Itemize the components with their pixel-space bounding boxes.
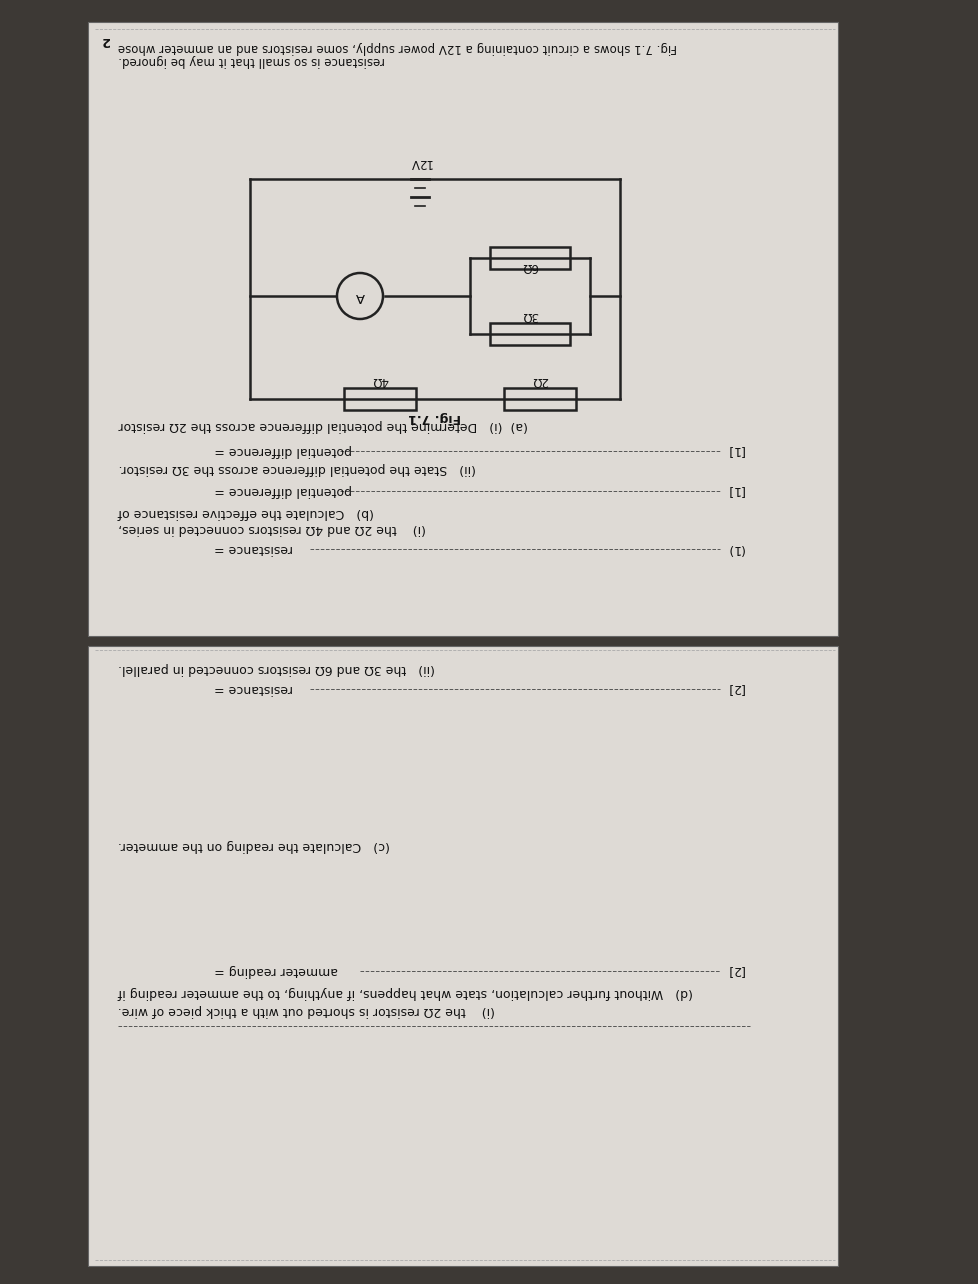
Text: Fig. 7.1: Fig. 7.1 [408,411,461,424]
Text: [2]: [2] [726,682,743,695]
FancyBboxPatch shape [343,388,416,410]
Text: 4Ω: 4Ω [372,374,388,386]
Text: 2: 2 [100,33,109,48]
FancyBboxPatch shape [490,324,569,345]
Text: ammeter reading =: ammeter reading = [210,964,337,977]
Text: potential difference =: potential difference = [210,484,351,497]
FancyBboxPatch shape [490,247,569,270]
Text: (i)    the 2Ω resistor is shorted out with a thick piece of wire.: (i) the 2Ω resistor is shorted out with … [118,1004,495,1017]
FancyBboxPatch shape [88,646,837,1266]
Text: (1): (1) [726,542,743,555]
Text: (b)   Calculate the effective resistance of: (b) Calculate the effective resistance o… [118,506,374,519]
Text: (c)   Calculate the reading on the ammeter.: (c) Calculate the reading on the ammeter… [118,838,389,853]
Text: 3Ω: 3Ω [521,309,538,322]
Text: resistance =: resistance = [210,682,292,695]
Text: (ii)   State the potential difference across the 3Ω resistor.: (ii) State the potential difference acro… [118,462,475,475]
Circle shape [336,273,382,318]
Text: 2Ω: 2Ω [531,374,548,386]
FancyBboxPatch shape [504,388,575,410]
Text: (d)   Without further calculation, state what happens, if anything, to the ammet: (d) Without further calculation, state w… [118,986,692,999]
Text: resistance is so small that it may be ignored.: resistance is so small that it may be ig… [118,54,384,67]
Text: (ii)   the 3Ω and 6Ω resistors connected in parallel.: (ii) the 3Ω and 6Ω resistors connected i… [118,663,434,675]
Text: Fig. 7.1 shows a circuit containing a 12V power supply, some resistors and an am: Fig. 7.1 shows a circuit containing a 12… [118,41,677,54]
Text: [1]: [1] [726,444,743,457]
Text: [1]: [1] [726,484,743,497]
Text: [2]: [2] [726,964,743,977]
Text: potential difference =: potential difference = [210,444,351,457]
Text: 6Ω: 6Ω [521,259,538,273]
Text: A: A [355,289,364,303]
Text: (a)  (i)   Determine the potential difference across the 2Ω resistor: (a) (i) Determine the potential differen… [118,419,527,431]
Text: resistance =: resistance = [210,542,292,555]
FancyBboxPatch shape [88,22,837,636]
Text: (i)    the 2Ω and 4Ω resistors connected in series,: (i) the 2Ω and 4Ω resistors connected in… [118,523,425,535]
Text: 12V: 12V [408,155,431,169]
